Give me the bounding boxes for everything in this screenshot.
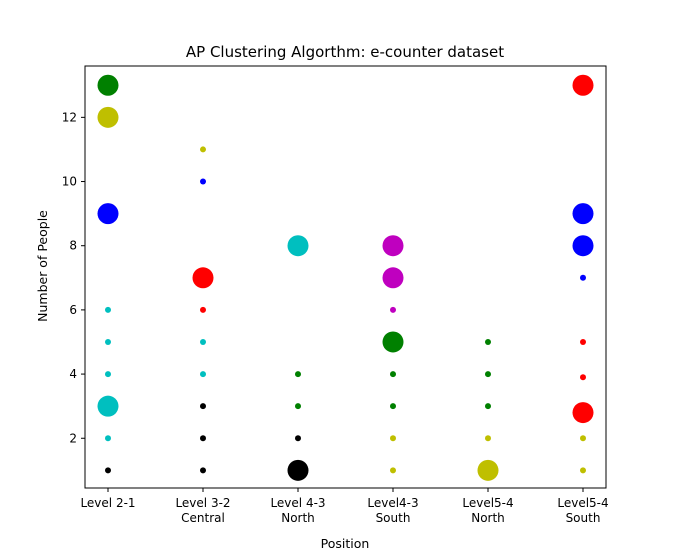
data-point [295, 403, 301, 410]
x-tick-label-line: Level 2-1 [80, 496, 135, 510]
data-point [390, 371, 396, 378]
data-point [200, 338, 206, 345]
data-point [485, 403, 491, 410]
data-point [580, 467, 586, 474]
data-point [192, 267, 214, 289]
x-tick-label: Level 3-2 Central [175, 496, 230, 525]
data-point [580, 338, 586, 345]
x-tick-label-line: South [566, 511, 601, 525]
data-point [105, 435, 111, 442]
data-point [105, 467, 111, 474]
data-point [295, 435, 301, 442]
x-tick-label-line: Level5-4 [557, 496, 608, 510]
x-tick-label: Level4-3 South [367, 496, 418, 525]
data-point [200, 403, 206, 410]
data-point [200, 178, 206, 185]
data-point [200, 146, 206, 153]
data-point [105, 338, 111, 345]
x-tick-label: Level5-4 South [557, 496, 608, 525]
data-point [200, 467, 206, 474]
data-point [580, 274, 586, 281]
x-tick-label: Level5-4 North [462, 496, 513, 525]
y-tick-label: 6 [69, 303, 77, 317]
data-point [485, 435, 491, 442]
data-point [97, 74, 119, 96]
plot-frame [84, 65, 607, 489]
chart-title: AP Clustering Algorthm: e-counter datase… [186, 43, 504, 61]
x-tick-label-line: Level5-4 [462, 496, 513, 510]
data-point [572, 203, 594, 225]
y-axis-label: Number of People [35, 210, 50, 322]
data-point [97, 106, 119, 128]
x-tick-label-line: South [376, 511, 411, 525]
x-tick-label-line: Level4-3 [367, 496, 418, 510]
data-point [477, 459, 499, 481]
y-axis: 2 4 6 8 10 12 [62, 110, 85, 445]
data-point [382, 267, 404, 289]
data-point [580, 435, 586, 442]
data-point [572, 235, 594, 257]
data-point [390, 435, 396, 442]
data-point [200, 371, 206, 378]
x-tick-label: Level 2-1 [80, 496, 135, 510]
data-point [200, 435, 206, 442]
data-point [287, 235, 309, 257]
data-point [105, 371, 111, 378]
data-point [572, 402, 594, 424]
data-point [105, 306, 111, 313]
y-tick-label: 4 [69, 367, 77, 381]
data-point [485, 338, 491, 345]
x-tick-label-line: North [471, 511, 505, 525]
x-tick-label-line: Level 4-3 [270, 496, 325, 510]
data-point [580, 374, 586, 381]
x-tick-label-line: North [281, 511, 315, 525]
data-points [97, 74, 594, 481]
y-tick-label: 8 [69, 239, 77, 253]
data-point [295, 371, 301, 378]
data-point [97, 395, 119, 417]
data-point [485, 371, 491, 378]
data-point [390, 403, 396, 410]
data-point [572, 74, 594, 96]
x-tick-label-line: Level 3-2 [175, 496, 230, 510]
data-point [382, 331, 404, 353]
x-axis-label: Position [321, 536, 370, 551]
plot-area [84, 65, 607, 489]
data-point [382, 235, 404, 257]
y-tick-label: 2 [69, 431, 77, 445]
data-point [390, 467, 396, 474]
data-point [287, 459, 309, 481]
data-point [97, 203, 119, 225]
x-tick-label-line: Central [181, 511, 225, 525]
data-point [390, 306, 396, 313]
y-tick-label: 10 [62, 175, 77, 189]
x-tick-label: Level 4-3 North [270, 496, 325, 525]
y-tick-label: 12 [62, 110, 77, 124]
data-point [200, 306, 206, 313]
